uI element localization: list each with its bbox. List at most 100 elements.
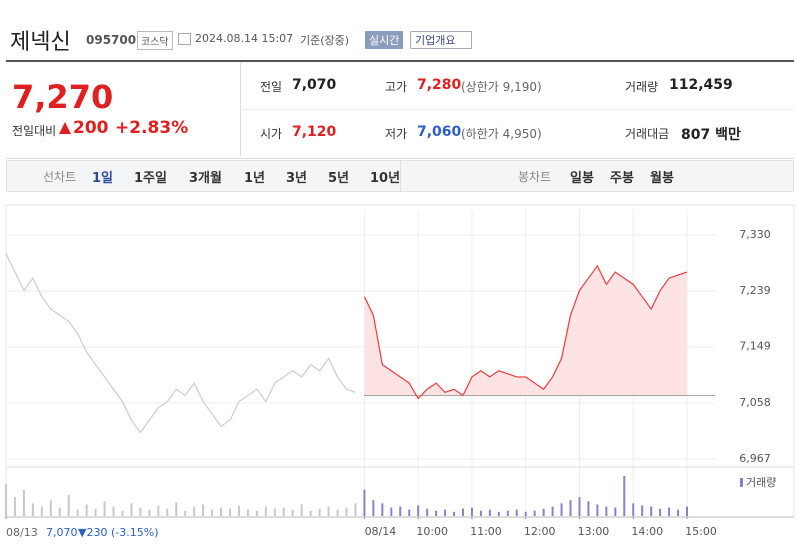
volume-bar bbox=[524, 511, 527, 516]
stock-name: 제넥신 bbox=[10, 30, 71, 55]
stat-value: 7,120 bbox=[292, 124, 337, 140]
stat-label: 거래대금 bbox=[625, 127, 670, 141]
stat-limit: (상한가 9,190) bbox=[461, 80, 542, 94]
tab[interactable]: 1년 bbox=[244, 171, 266, 186]
volume-bar bbox=[336, 509, 339, 516]
volume-bar bbox=[31, 503, 34, 516]
volume-bar bbox=[426, 508, 429, 516]
volume-bar bbox=[596, 504, 599, 516]
volume-bar bbox=[632, 503, 635, 516]
volume-bar bbox=[300, 504, 303, 516]
y-tick-label: 7,058 bbox=[739, 396, 771, 409]
change: 200 bbox=[73, 118, 109, 138]
tab[interactable]: 1일 bbox=[92, 171, 114, 186]
stat-label: 저가 bbox=[385, 127, 408, 141]
volume-bar bbox=[623, 476, 626, 516]
legend-label: 거래량 bbox=[746, 476, 776, 489]
basis: 기준(장중) bbox=[300, 34, 350, 47]
volume-bar bbox=[85, 504, 88, 516]
volume-bar bbox=[686, 506, 688, 516]
x-tick-label: 13:00 bbox=[578, 525, 610, 538]
volume-bar bbox=[677, 509, 680, 516]
volume-bar bbox=[157, 505, 160, 516]
volume-bar bbox=[605, 506, 608, 516]
realtime-badge[interactable]: 실시간 bbox=[365, 31, 404, 49]
volume-bar bbox=[211, 509, 214, 516]
volume-bar bbox=[668, 507, 671, 516]
y-tick-label: 7,239 bbox=[739, 284, 771, 297]
tab-label: 선차트 bbox=[43, 170, 77, 184]
tab[interactable]: 1주일 bbox=[134, 171, 167, 186]
volume-bar bbox=[112, 506, 115, 516]
volume-bar bbox=[121, 510, 124, 516]
y-tick-label: 7,330 bbox=[739, 228, 771, 241]
footer-close: 7,070 bbox=[46, 526, 78, 539]
volume-bar bbox=[220, 507, 223, 516]
x-tick-label: 15:00 bbox=[685, 525, 717, 538]
price-line bbox=[363, 264, 688, 400]
tab[interactable]: 3년 bbox=[286, 171, 308, 186]
volume-bar bbox=[22, 489, 25, 516]
volume-bar bbox=[237, 505, 240, 516]
volume-bar bbox=[175, 502, 178, 516]
footer-rate: (-3.15%) bbox=[111, 526, 159, 539]
volume-bar bbox=[166, 508, 169, 516]
stock-code: 095700 bbox=[86, 33, 137, 47]
change-label: 전일대비 bbox=[12, 124, 57, 138]
tab[interactable]: 5년 bbox=[328, 171, 350, 186]
x-tick-label: 08/14 bbox=[365, 525, 397, 538]
volume-bar bbox=[67, 494, 70, 516]
tab-label: 봉차트 bbox=[518, 170, 552, 184]
volume-bar bbox=[103, 501, 106, 516]
volume-bar bbox=[488, 509, 491, 516]
current-price: 7,270 bbox=[12, 78, 114, 116]
volume-bar bbox=[148, 509, 151, 516]
volume-bar bbox=[229, 508, 232, 516]
stat-value: 7,280 bbox=[417, 77, 462, 93]
volume-bar bbox=[408, 509, 411, 516]
volume-bar bbox=[139, 507, 142, 516]
tab[interactable]: 10년 bbox=[370, 171, 401, 186]
stat-value: 7,060 bbox=[417, 124, 462, 140]
datetime: 2024.08.14 15:07 bbox=[195, 32, 294, 45]
x-tick-label: 10:00 bbox=[416, 525, 448, 538]
tab[interactable]: 주봉 bbox=[610, 171, 634, 186]
stat-value: 112,459 bbox=[669, 77, 733, 93]
y-tick-label: 6,967 bbox=[739, 452, 771, 465]
tab[interactable]: 3개월 bbox=[189, 171, 222, 186]
volume-bar bbox=[309, 510, 312, 516]
volume-bar bbox=[551, 506, 554, 516]
volume-bar bbox=[614, 507, 617, 516]
volume-bar bbox=[461, 508, 464, 516]
volume-bar bbox=[453, 511, 456, 516]
volume-bar bbox=[193, 506, 196, 516]
volume-bar bbox=[479, 510, 482, 516]
x-tick-label: 11:00 bbox=[470, 525, 502, 538]
tab[interactable]: 일봉 bbox=[570, 171, 594, 186]
company-button[interactable]: 기업개요 bbox=[410, 31, 473, 49]
volume-bar bbox=[273, 508, 276, 516]
volume-bar bbox=[587, 501, 590, 516]
volume-bar bbox=[354, 503, 357, 516]
volume-bar bbox=[650, 506, 653, 516]
summary-box bbox=[6, 60, 794, 159]
volume-bar bbox=[130, 503, 133, 516]
volume-bar bbox=[327, 506, 330, 516]
volume-bar bbox=[282, 507, 285, 516]
volume-bar bbox=[264, 506, 267, 516]
volume-bar bbox=[560, 503, 563, 516]
stat-label: 시가 bbox=[260, 127, 283, 141]
volume-bar bbox=[390, 507, 393, 516]
volume-bar bbox=[470, 507, 473, 516]
volume-bar bbox=[569, 500, 572, 516]
change-rate: +2.83% bbox=[115, 118, 189, 138]
stat-label: 거래량 bbox=[625, 80, 659, 94]
footer-date: 08/13 bbox=[6, 526, 38, 539]
up-icon bbox=[59, 122, 71, 134]
tab[interactable]: 월봉 bbox=[650, 171, 674, 186]
volume-bar bbox=[417, 505, 420, 516]
footer-change: ▼230 bbox=[78, 526, 108, 539]
stat-value: 807 백만 bbox=[681, 127, 741, 143]
